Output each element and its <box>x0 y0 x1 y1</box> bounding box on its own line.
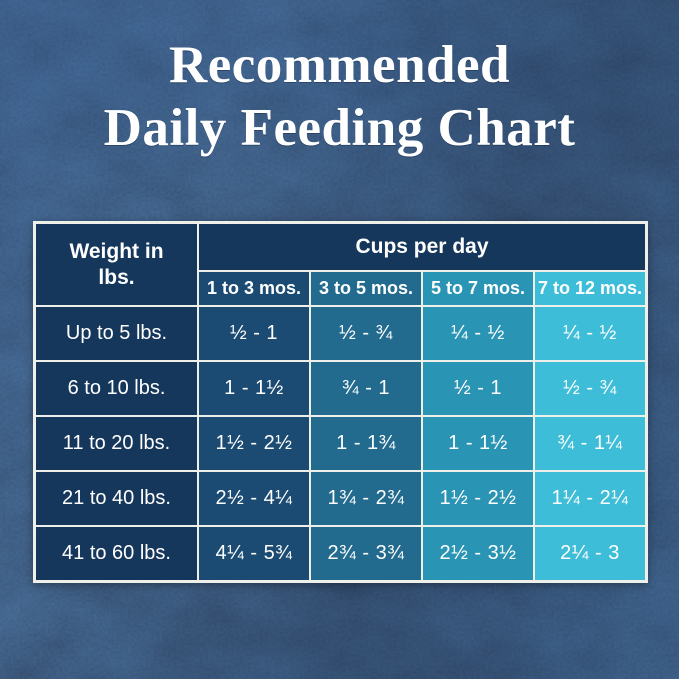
weight-row-label: 11 to 20 lbs. <box>36 417 197 470</box>
weight-header-cell: Weight in lbs. <box>36 224 197 305</box>
value-cell: 1 - 1½ <box>423 417 533 470</box>
value-cell: 2½ - 4¼ <box>199 472 309 525</box>
value-cell: 2½ - 3½ <box>423 527 533 580</box>
value-cell: ¾ - 1¼ <box>535 417 645 470</box>
value-cell: ½ - ¾ <box>535 362 645 415</box>
value-cell: 1 - 1½ <box>199 362 309 415</box>
title-line-1: Recommended <box>168 36 511 94</box>
weight-row-label: Up to 5 lbs. <box>36 307 197 360</box>
value-cell: ¼ - ½ <box>535 307 645 360</box>
weight-row-label: 41 to 60 lbs. <box>36 527 197 580</box>
value-cell: ¼ - ½ <box>423 307 533 360</box>
value-cell: ½ - 1 <box>199 307 309 360</box>
weight-header-label: Weight in lbs. <box>69 239 164 289</box>
value-cell: 1½ - 2½ <box>423 472 533 525</box>
page-title: Recommended Daily Feeding Chart <box>0 34 679 160</box>
value-cell: 1¾ - 2¾ <box>311 472 421 525</box>
cups-per-day-header: Cups per day <box>199 224 645 270</box>
weight-row-label: 21 to 40 lbs. <box>36 472 197 525</box>
value-cell: 2¾ - 3¾ <box>311 527 421 580</box>
value-cell: 1¼ - 2¼ <box>535 472 645 525</box>
title-line-2: Daily Feeding Chart <box>103 99 576 157</box>
value-cell: ½ - ¾ <box>311 307 421 360</box>
value-cell: 4¼ - 5¾ <box>199 527 309 580</box>
value-cell: 1½ - 2½ <box>199 417 309 470</box>
age-header-3-to-5-mos: 3 to 5 mos. <box>311 272 421 305</box>
age-header-7-to-12-mos: 7 to 12 mos. <box>535 272 645 305</box>
value-cell: ¾ - 1 <box>311 362 421 415</box>
value-cell: 2¼ - 3 <box>535 527 645 580</box>
age-header-5-to-7-mos: 5 to 7 mos. <box>423 272 533 305</box>
value-cell: ½ - 1 <box>423 362 533 415</box>
age-header-1-to-3-mos: 1 to 3 mos. <box>199 272 309 305</box>
weight-row-label: 6 to 10 lbs. <box>36 362 197 415</box>
feeding-table: Weight in lbs. Cups per day 1 to 3 mos. … <box>33 221 648 583</box>
value-cell: 1 - 1¾ <box>311 417 421 470</box>
